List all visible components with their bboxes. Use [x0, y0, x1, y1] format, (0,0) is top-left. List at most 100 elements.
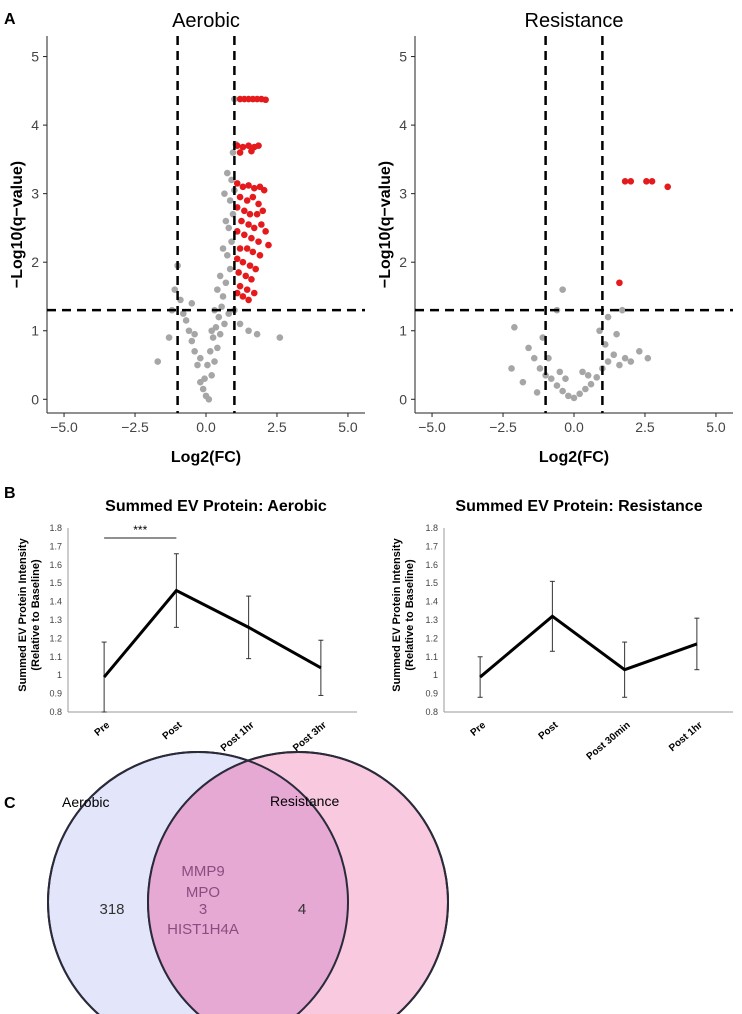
significant-point [258, 221, 265, 228]
significant-point [245, 142, 252, 149]
volcano-plot-resistance: Resistance 0 1 2 3 4 5 −5.0 −2.5 0.0 2.5 5.0 Log2(FC… [377, 10, 733, 466]
panel-label-c: C [4, 795, 16, 812]
x-axis-label: Log2(FC) [171, 449, 241, 466]
line-chart-title: Summed EV Protein: Aerobic [105, 498, 327, 515]
nonsignificant-point [216, 330, 224, 338]
significant-point [236, 282, 244, 290]
nonsignificant-point [225, 224, 233, 232]
y-tick-label: 0.9 [425, 689, 438, 699]
nonsignificant-point [229, 149, 237, 156]
significant-point [250, 184, 258, 192]
significant-point [249, 193, 257, 201]
nonsignificant-point [211, 358, 218, 365]
y-axis-label-line: (Relative to Baseline) [404, 559, 416, 671]
x-category-label: Post 3hr [291, 720, 329, 754]
x-category-label: Post [161, 719, 185, 742]
nonsignificant-point [604, 358, 612, 365]
venn-overlap-region [148, 752, 348, 1014]
significant-point [621, 178, 629, 185]
panel-label-b: B [4, 485, 16, 502]
nonsignificant-point [562, 375, 569, 383]
nonsignificant-point [191, 348, 198, 355]
x-tick-label: −2.5 [489, 419, 517, 435]
nonsignificant-point [219, 293, 227, 300]
nonsignificant-point [553, 382, 561, 389]
y-tick-label: 1.5 [425, 578, 438, 588]
significant-point [255, 142, 262, 149]
significant-point [239, 293, 247, 300]
y-tick-label: 2 [399, 254, 407, 270]
nonsignificant-point [559, 286, 566, 293]
nonsignificant-point [216, 272, 224, 280]
x-tick-label: 0.0 [196, 419, 216, 435]
venn-label-aerobic: Aerobic [62, 794, 109, 810]
nonsignificant-point [542, 372, 549, 379]
nonsignificant-point [547, 375, 555, 383]
y-axis-label-line: Summed EV Protein Intensity [391, 537, 403, 691]
nonsignificant-point [208, 327, 215, 335]
significant-point [262, 96, 269, 104]
nonsignificant-point [185, 327, 193, 335]
nonsignificant-point [199, 385, 207, 393]
significant-point [233, 255, 241, 263]
significant-point [243, 197, 251, 204]
nonsignificant-point [188, 337, 196, 345]
nonsignificant-point [627, 358, 635, 365]
venn-overlap-gene-2: MPO [186, 884, 220, 901]
significant-point [245, 296, 252, 304]
nonsignificant-point [208, 372, 215, 379]
nonsignificant-point [221, 190, 228, 197]
nonsignificant-point [219, 245, 227, 252]
nonsignificant-point [587, 380, 595, 388]
y-tick-label: 5 [31, 49, 39, 65]
nonsignificant-point [194, 361, 201, 369]
line-chart-aerobic: Summed EV Protein: Aerobic 0.8 0.9 1 1.1 1.2 1… [17, 498, 357, 754]
significant-point [236, 193, 244, 201]
nonsignificant-point [236, 320, 244, 328]
x-tick-label: −2.5 [121, 419, 149, 435]
venn-overlap-count: 3 [199, 901, 207, 918]
venn-count-resistance-only: 4 [298, 901, 306, 918]
y-tick-label: 1 [433, 670, 438, 680]
y-tick-label: 0.9 [49, 689, 62, 699]
venn-overlap-gene-1: MMP9 [181, 863, 224, 880]
nonsignificant-point [222, 279, 230, 287]
nonsignificant-point [179, 310, 187, 317]
y-tick-label: 0 [31, 391, 39, 407]
nonsignificant-point [616, 361, 623, 369]
significant-point [260, 186, 268, 194]
y-tick-label: 2 [31, 254, 39, 270]
y-tick-label: 1.1 [49, 652, 62, 662]
nonsignificant-point [226, 265, 234, 273]
nonsignificant-point [229, 210, 237, 218]
y-tick-label: 1.3 [49, 615, 62, 625]
nonsignificant-point [226, 197, 234, 204]
nonsignificant-point [511, 324, 518, 331]
x-tick-label: 5.0 [338, 419, 358, 435]
x-tick-label: 2.5 [267, 419, 287, 435]
y-tick-label: 0.8 [425, 707, 438, 717]
nonsignificant-point [182, 317, 190, 324]
nonsignificant-point [214, 344, 221, 352]
nonsignificant-point [197, 378, 204, 386]
nonsignificant-point [621, 354, 629, 362]
y-tick-label: 5 [399, 49, 407, 65]
nonsignificant-point [582, 385, 589, 393]
significant-point [239, 143, 247, 151]
y-axis-label: −Log10(q−value) [9, 161, 26, 288]
y-axis-label: −Log10(q−value) [377, 161, 394, 288]
y-tick-label: 3 [399, 186, 407, 202]
significant-point [245, 221, 252, 228]
y-tick-label: 1.7 [49, 541, 62, 551]
line-chart-resistance: Summed EV Protein: Resistance 0.8 0.9 1 1.1 1… [391, 498, 733, 763]
nonsignificant-point [165, 334, 173, 341]
series-line [479, 614, 698, 679]
significant-point [262, 228, 269, 235]
nonsignificant-point [525, 344, 532, 352]
nonsignificant-point [223, 169, 231, 177]
significant-point [241, 207, 248, 215]
significant-point [643, 178, 650, 185]
significant-point [246, 262, 254, 269]
nonsignificant-point [519, 378, 527, 386]
significant-point [627, 178, 635, 185]
